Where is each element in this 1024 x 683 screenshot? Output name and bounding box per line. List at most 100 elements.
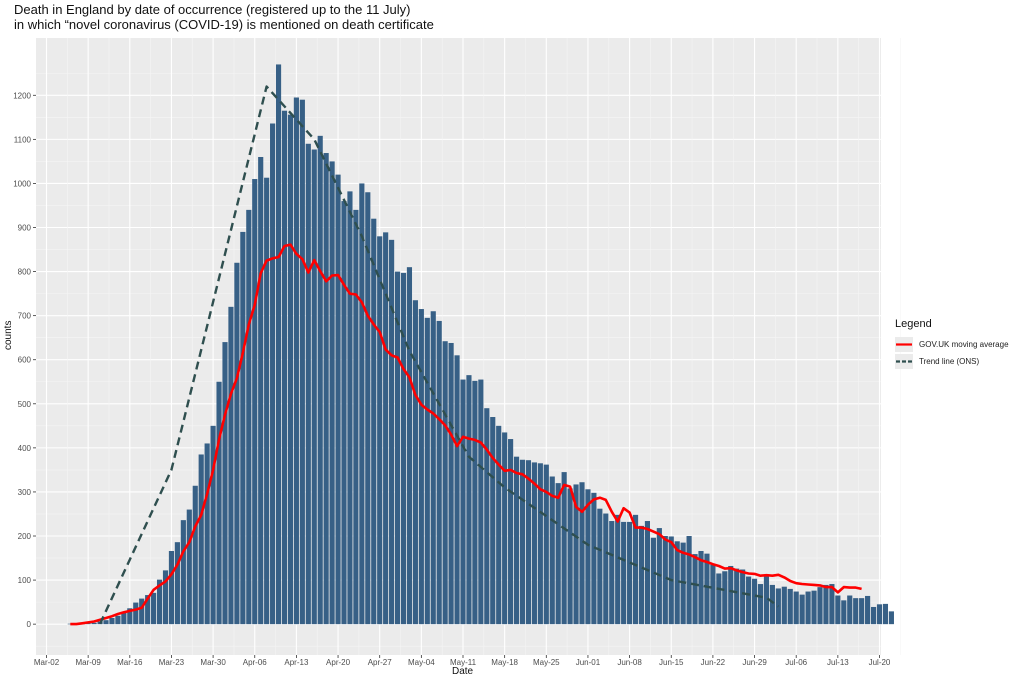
bar [198, 454, 204, 625]
x-tick-label: Mar-16 [117, 658, 143, 667]
bar [882, 603, 889, 625]
x-tick-label: Jul-13 [827, 658, 849, 667]
bar [817, 587, 823, 625]
bar [609, 521, 615, 625]
x-tick-label: Mar-30 [200, 658, 226, 667]
bar [258, 156, 264, 625]
bar [252, 179, 258, 625]
bar [722, 571, 728, 625]
bar [746, 576, 752, 625]
bar [365, 192, 371, 625]
bar [383, 232, 389, 625]
bar [341, 201, 347, 625]
bar [180, 520, 186, 625]
y-tick-label: 1100 [14, 135, 32, 144]
y-tick-label: 500 [18, 400, 32, 409]
bar [442, 341, 448, 625]
bar [799, 594, 805, 625]
bar [406, 267, 413, 625]
bar [621, 521, 627, 625]
x-tick-label: Jun-01 [576, 658, 601, 667]
bar [412, 300, 418, 625]
y-tick-label: 700 [18, 312, 32, 321]
bar [757, 584, 764, 625]
bar [823, 584, 829, 625]
y-tick-label: 200 [18, 532, 32, 541]
bar [323, 153, 329, 625]
bar [133, 602, 139, 625]
bar [347, 191, 353, 625]
axis-ticks: 0 100 200 300 400 500 600 700 800 900 1000 1100 1200… [13, 91, 891, 667]
bar [555, 483, 561, 625]
bar [305, 143, 311, 625]
x-tick-label: Apr-20 [326, 658, 351, 667]
legend-key-gov [895, 337, 913, 352]
legend-title: Legend [895, 318, 932, 330]
bar [156, 579, 163, 625]
bar [531, 462, 537, 625]
bar [109, 617, 115, 625]
x-tick-label: Jun-08 [617, 658, 642, 667]
bar [389, 239, 395, 625]
bar [371, 218, 377, 625]
bar [734, 568, 740, 625]
legend: Legend GOV.UK moving average Trend line … [895, 318, 1009, 370]
bar [829, 584, 835, 625]
bar [793, 591, 799, 625]
bar [168, 550, 175, 625]
bar [472, 380, 478, 625]
legend-label-gov: GOV.UK moving average [919, 340, 1009, 349]
x-tick-label: Jun-15 [659, 658, 684, 667]
legend-key-ons [895, 354, 913, 369]
series-line-ons-trend [99, 85, 780, 625]
bar [329, 161, 335, 625]
y-tick-label: 100 [18, 576, 32, 585]
x-tick-label: May-11 [450, 658, 477, 667]
bar [418, 309, 424, 625]
x-tick-label: May-18 [491, 658, 518, 667]
bar [751, 578, 758, 625]
bar [192, 485, 198, 625]
bar [145, 595, 151, 625]
bar [359, 183, 365, 625]
bar [567, 488, 573, 625]
bar [549, 476, 555, 625]
series-line-gov-moving-average [70, 243, 862, 626]
bar [270, 123, 276, 625]
bar [662, 536, 668, 625]
bar [876, 604, 883, 625]
bar [127, 608, 133, 625]
y-tick-label: 600 [18, 356, 32, 365]
legend-label-ons: Trend line (ONS) [919, 357, 980, 366]
chart-subtitle: in which “novel coronavirus (COVID-19) i… [14, 17, 434, 32]
x-tick-label: Apr-13 [284, 658, 309, 667]
bar [436, 320, 442, 625]
bar [115, 615, 121, 625]
bar [91, 622, 97, 625]
bar [686, 536, 692, 625]
x-axis-label: Date [452, 666, 474, 677]
bar [543, 464, 549, 625]
bar [573, 484, 579, 625]
bar [537, 463, 543, 625]
y-axis-label: counts [3, 320, 14, 350]
x-tick-label: May-25 [533, 658, 560, 667]
bar [811, 590, 817, 625]
bar [228, 306, 234, 625]
bar [454, 355, 460, 625]
bar [870, 606, 877, 625]
bar [490, 417, 496, 625]
bar [763, 575, 770, 625]
y-tick-label: 300 [18, 488, 32, 497]
bar [888, 611, 894, 625]
bar [698, 550, 704, 625]
bar [781, 586, 787, 625]
bar [281, 110, 288, 625]
bar [615, 514, 621, 625]
bar [186, 509, 192, 625]
y-tick-label: 1000 [13, 179, 31, 188]
series-lines [70, 85, 862, 626]
bar [865, 595, 871, 625]
bar [513, 456, 520, 625]
